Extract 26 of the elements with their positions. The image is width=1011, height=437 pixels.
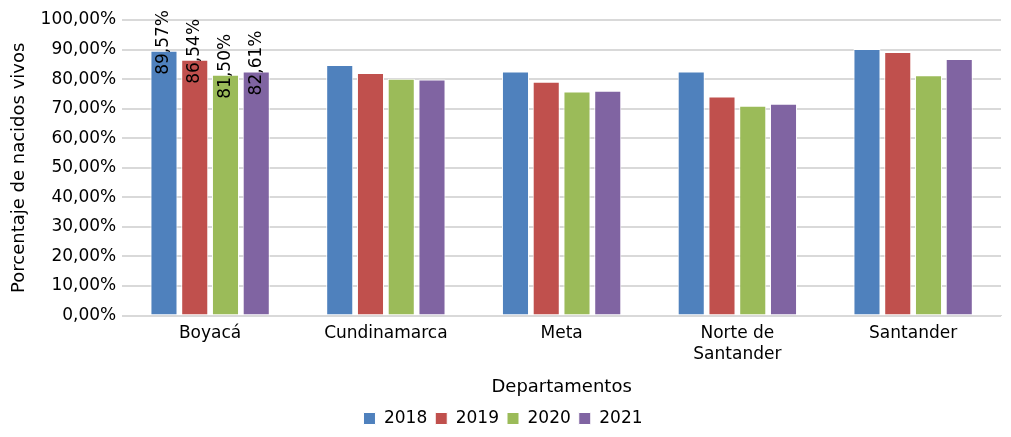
y-tick-label: 70,00%: [51, 97, 117, 118]
x-tick-label: Santander: [869, 322, 958, 343]
data-label: 82,61%: [244, 30, 265, 96]
y-tick-label: 40,00%: [51, 185, 117, 206]
y-tick-label: 30,00%: [51, 215, 117, 236]
legend-label: 2019: [455, 406, 499, 427]
y-tick-label: 0,00%: [62, 304, 117, 325]
y-tick-label: 100,00%: [40, 8, 117, 29]
y-axis-title: Porcentaje de nacidos vivos: [7, 42, 29, 293]
x-tick-label: Boyacá: [178, 322, 242, 343]
y-tick-label: 60,00%: [51, 126, 117, 147]
y-tick-label: 10,00%: [51, 274, 117, 295]
y-tick-label: 80,00%: [51, 67, 117, 88]
legend-label: 2020: [527, 406, 571, 427]
x-tick-label: Norte de Santander: [693, 322, 782, 363]
legend-label: 2018: [383, 406, 428, 427]
x-tick-label: Cundinamarca: [324, 322, 448, 343]
x-axis-title: Departamentos: [491, 374, 632, 396]
x-tick-label: Meta: [540, 322, 583, 343]
data-label: 81,50%: [213, 33, 234, 99]
y-tick-label: 20,00%: [51, 244, 117, 265]
y-tick-label: 50,00%: [51, 156, 117, 177]
data-label: 89,57%: [152, 10, 173, 75]
data-label: 86,54%: [183, 18, 204, 84]
y-tick-label: 90,00%: [51, 37, 117, 58]
legend-label: 2021: [599, 406, 643, 427]
